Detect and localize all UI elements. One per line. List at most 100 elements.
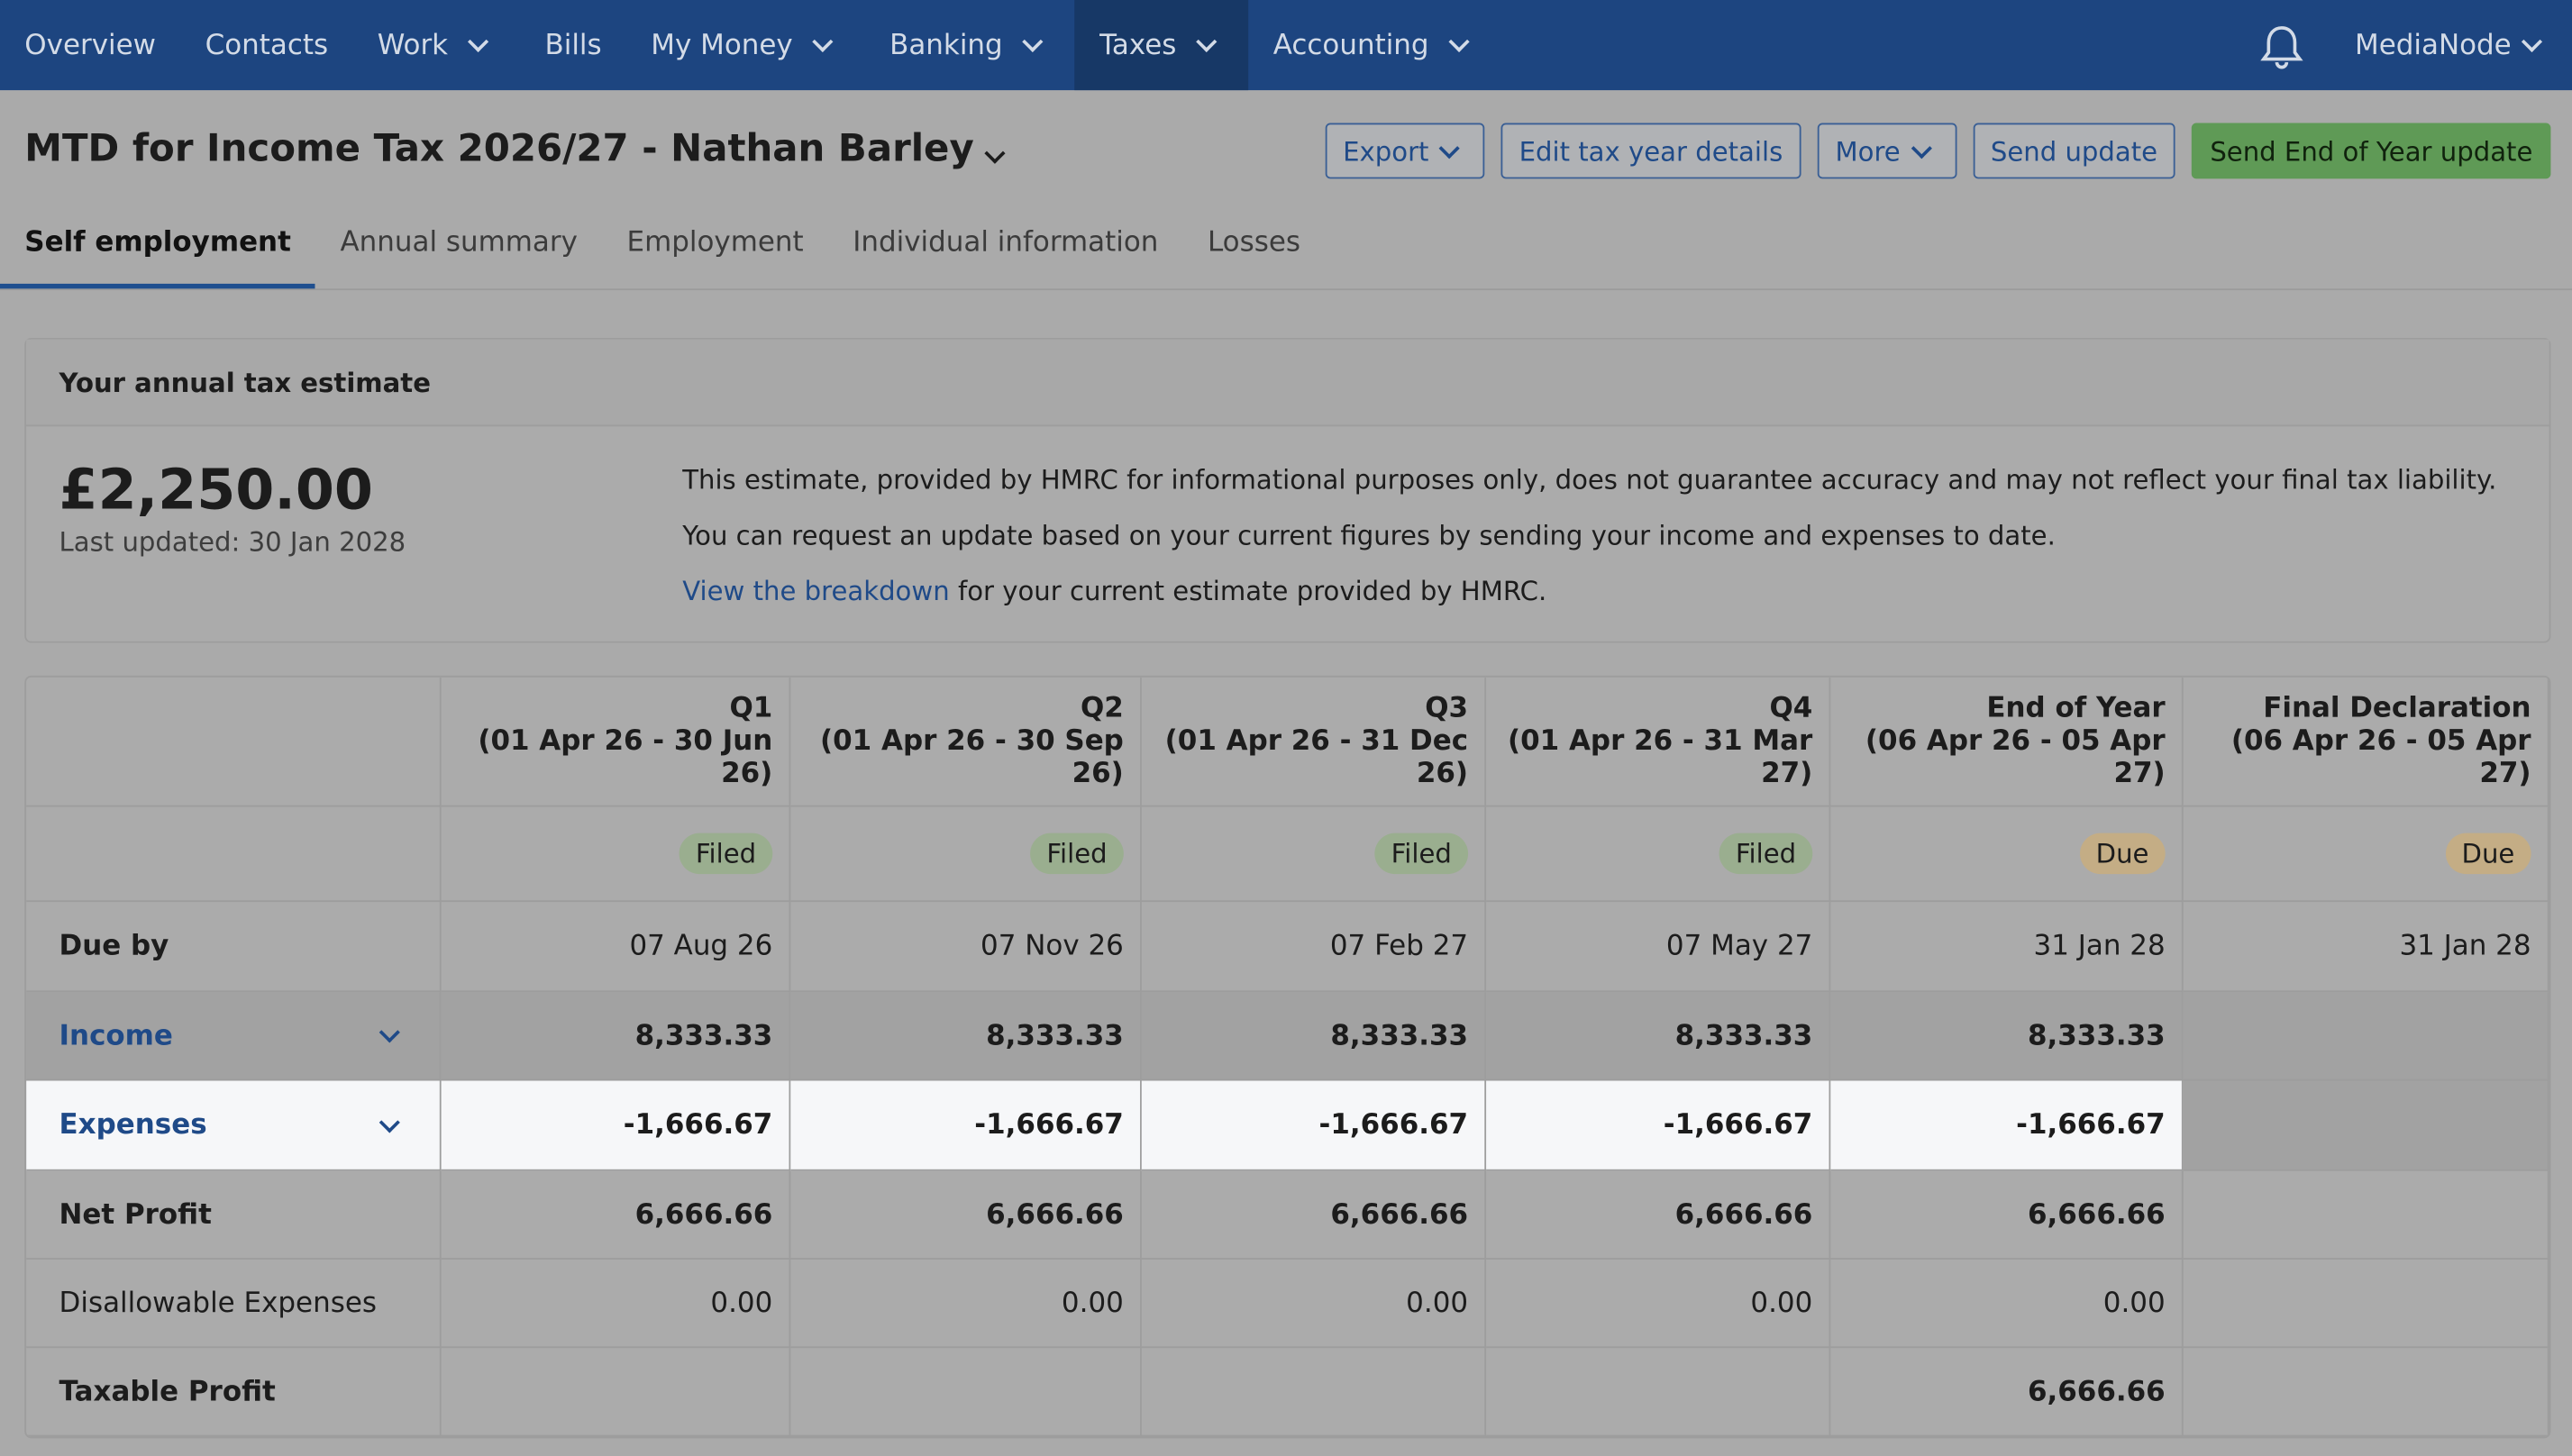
value-cell: 6,666.66 [441, 1170, 791, 1260]
value-cell: 31 Jan 28 [2183, 902, 2549, 993]
value-cell: 07 May 27 [1486, 902, 1831, 993]
status-cell: Filed [790, 806, 1142, 903]
button-label[interactable]: Send End of Year update [2210, 135, 2533, 167]
button-label[interactable]: Edit tax year details [1519, 135, 1783, 167]
nav-label[interactable]: Banking [889, 28, 1003, 62]
tab[interactable]: Self employment [0, 216, 316, 289]
button[interactable]: Export [1325, 123, 1485, 179]
value-cell: 6,666.66 [1830, 1170, 2184, 1260]
nav-item[interactable]: Banking [865, 0, 1075, 90]
tab[interactable]: Individual information [853, 226, 1159, 259]
button[interactable]: Send update [1972, 123, 2176, 179]
nav-item[interactable]: Work [352, 0, 520, 90]
chevron [1022, 31, 1044, 52]
status-cell: Due [2183, 806, 2549, 903]
chevron [812, 31, 834, 52]
nav-item[interactable]: Overview [0, 0, 180, 90]
value: 31 Jan 28 [2033, 930, 2166, 963]
chevron [1910, 137, 1932, 159]
tab[interactable]: Losses [1207, 226, 1301, 259]
tab[interactable]: Employment [626, 226, 804, 259]
estimate-text: for your current estimate provided by HM… [957, 575, 1547, 607]
button[interactable]: More [1817, 123, 1956, 179]
column-period: (06 Apr 26 - 05 Apr 27) [2230, 724, 2531, 791]
status-pill: Filed [679, 833, 773, 875]
value-cell: 6,666.66 [1141, 1170, 1487, 1260]
chevron [1448, 31, 1470, 52]
value: 8,333.33 [634, 1019, 773, 1052]
value-cell: 8,333.33 [1141, 992, 1487, 1081]
estimate-text: You can request an update based on your … [682, 520, 2056, 551]
page-title[interactable]: MTD for Income Tax 2026/27 - Nathan Barl… [24, 128, 1011, 170]
value-cell [1141, 1348, 1487, 1437]
column-name: Q2 [1080, 692, 1124, 725]
value: -1,666.67 [2016, 1108, 2166, 1142]
nav-item[interactable]: Taxes [1074, 0, 1249, 91]
expand-chevron[interactable] [379, 1111, 400, 1133]
last-updated: Last updated: 30 Jan 2028 [59, 526, 406, 558]
button-label[interactable]: Export [1343, 135, 1429, 167]
nav-label[interactable]: Bills [544, 28, 602, 62]
notifications-icon[interactable] [2260, 23, 2303, 69]
row-label-text: Net Profit [59, 1197, 212, 1232]
value-cell: 07 Feb 27 [1141, 902, 1487, 993]
button[interactable]: Edit tax year details [1500, 123, 1801, 179]
value-cell: 8,333.33 [1830, 992, 2184, 1081]
column-name: Q1 [729, 692, 773, 725]
value-cell [2183, 1170, 2549, 1260]
title-text: MTD for Income Tax 2026/27 - Nathan Barl… [24, 127, 974, 171]
value-cell: 31 Jan 28 [1830, 902, 2184, 993]
value: 6,666.66 [634, 1197, 773, 1232]
estimate-amount: £2,250.00 [59, 457, 373, 523]
value: 8,333.33 [1330, 1019, 1469, 1052]
row-link[interactable]: Income [59, 1019, 173, 1052]
header-cell [26, 677, 442, 807]
nav-label[interactable]: Overview [24, 28, 157, 62]
value-cell: 0.00 [1486, 1259, 1831, 1349]
action-buttons: Export Edit tax year details More Send upda… [1325, 123, 2551, 179]
breakdown-link[interactable]: View the breakdown [682, 575, 950, 607]
value: 07 Feb 27 [1329, 930, 1469, 963]
chevron [468, 31, 489, 52]
row-label: Income [26, 992, 442, 1081]
value-cell [2183, 992, 2549, 1081]
status-cell: Filed [441, 806, 791, 903]
nav-item[interactable]: My Money [626, 0, 865, 90]
value: 0.00 [710, 1286, 773, 1320]
nav-item[interactable]: Contacts [180, 0, 352, 90]
user-name[interactable]: MediaNode [2355, 28, 2512, 62]
value: 31 Jan 28 [2399, 930, 2531, 963]
status-pill: Due [2079, 833, 2166, 875]
value-cell [2183, 1080, 2549, 1171]
nav-item[interactable]: Accounting [1248, 0, 1500, 90]
column-name: End of Year [1986, 692, 2166, 725]
nav-label[interactable]: Taxes [1099, 28, 1177, 62]
value: 8,333.33 [2027, 1019, 2166, 1052]
value: 6,666.66 [1674, 1197, 1813, 1232]
nav-label[interactable]: Contacts [205, 28, 329, 62]
button-label[interactable]: Send update [1990, 135, 2158, 167]
row-label-text: Due by [59, 930, 169, 963]
value: 6,666.66 [986, 1197, 1124, 1232]
button[interactable]: Send End of Year update [2192, 123, 2551, 179]
nav-item[interactable]: Bills [520, 0, 626, 90]
status-cell: Due [1830, 806, 2184, 903]
value: 07 Aug 26 [629, 930, 773, 963]
row-label-text: Taxable Profit [59, 1375, 276, 1408]
expand-chevron[interactable] [379, 1022, 400, 1043]
estimate-text: This estimate, provided by HMRC for info… [682, 464, 2497, 496]
value-cell: 8,333.33 [1486, 992, 1831, 1081]
button-label[interactable]: More [1835, 135, 1901, 167]
nav-label[interactable]: My Money [651, 28, 793, 62]
chevron [983, 142, 1006, 164]
tab[interactable]: Annual summary [340, 226, 578, 259]
value-cell [790, 1348, 1142, 1437]
row-link[interactable]: Expenses [59, 1108, 207, 1142]
status-cell [26, 806, 442, 903]
nav-label[interactable]: Accounting [1272, 28, 1429, 62]
column-header: Q2 (01 Apr 26 - 30 Sep 26) [790, 677, 1142, 807]
nav-label[interactable]: Work [377, 28, 449, 62]
user-menu[interactable]: MediaNode [2355, 0, 2549, 90]
chevron [2521, 31, 2543, 52]
